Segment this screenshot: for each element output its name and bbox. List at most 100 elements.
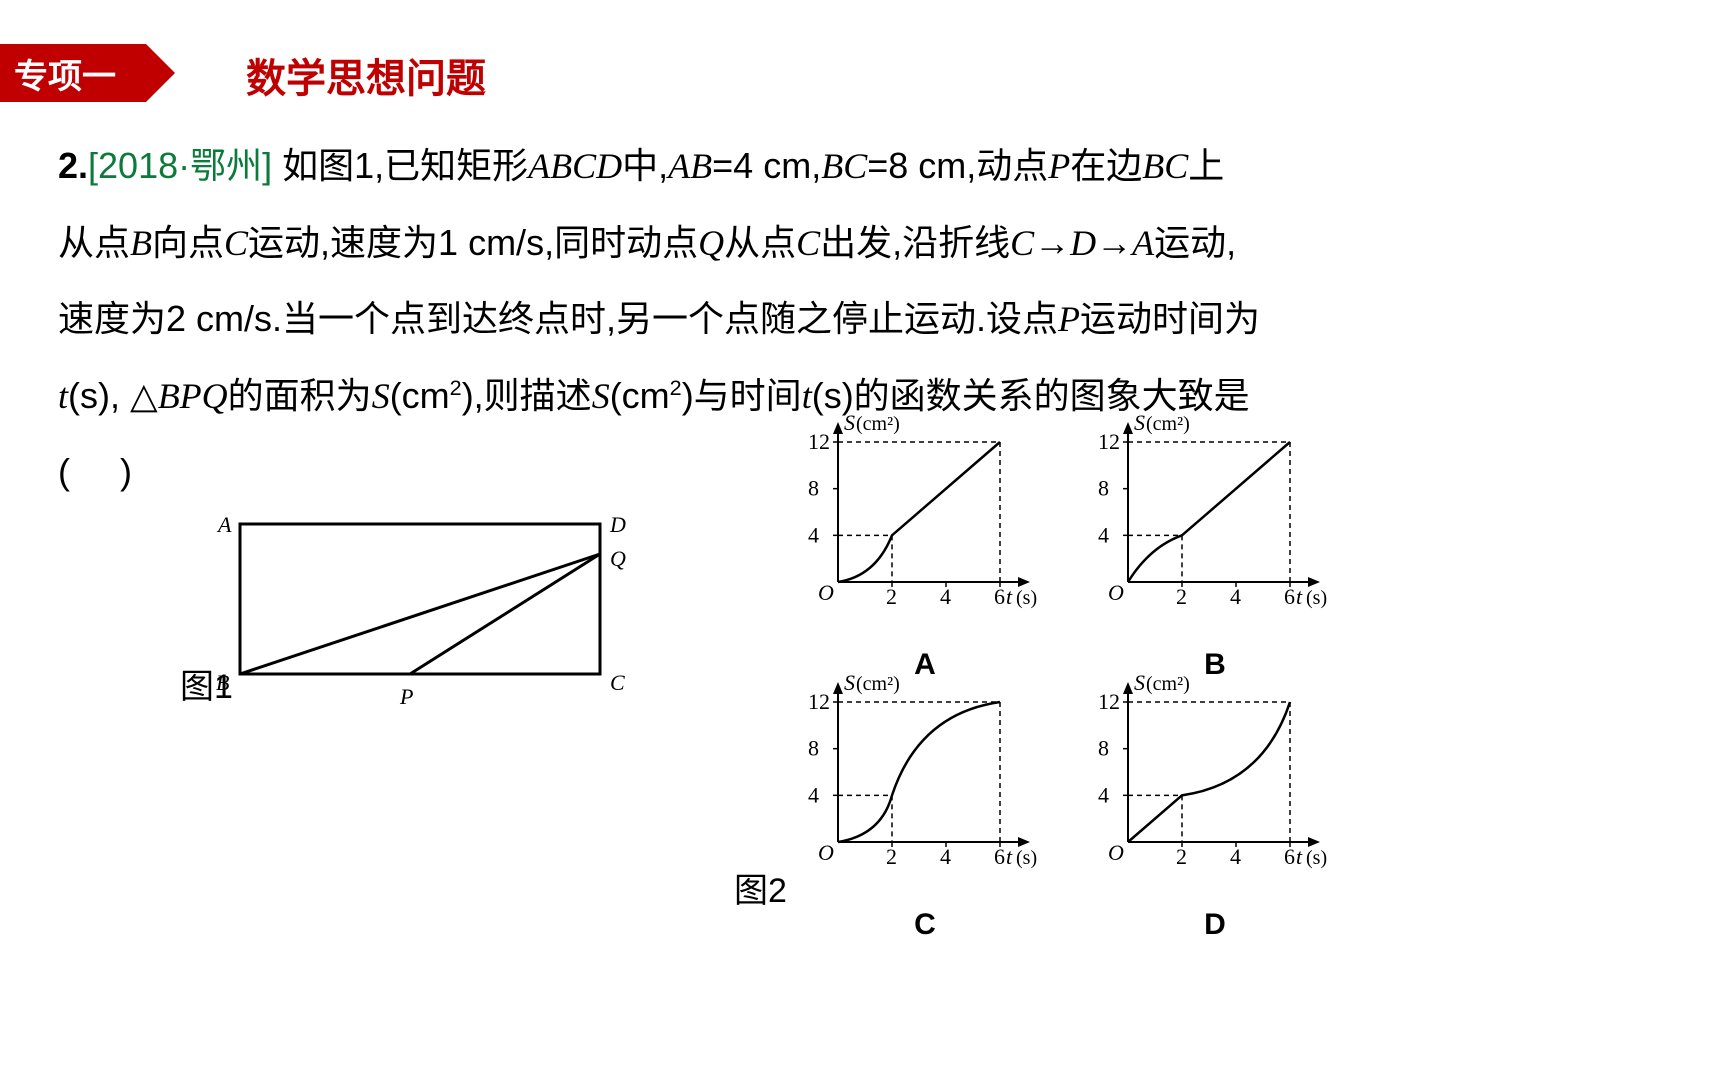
chart-D: S(cm²)t(s)O4812246D xyxy=(1080,672,1350,932)
chart-C: S(cm²)t(s)O4812246C xyxy=(790,672,1060,932)
svg-text:6: 6 xyxy=(994,584,1005,609)
label-A: A xyxy=(216,512,232,537)
label-Q: Q xyxy=(610,546,626,571)
t: (s), △ xyxy=(68,375,158,416)
svg-text:12: 12 xyxy=(808,689,830,714)
svg-text:O: O xyxy=(1108,580,1124,605)
chart-A: S(cm²)t(s)O4812246A xyxy=(790,412,1060,662)
section-tab: 专项一 xyxy=(0,44,146,102)
svg-text:8: 8 xyxy=(1098,736,1109,761)
t: 在边 xyxy=(1070,145,1142,186)
paren: ( xyxy=(58,451,70,492)
svg-text:t: t xyxy=(1006,844,1013,869)
c2: C xyxy=(796,223,820,263)
c: C xyxy=(224,223,248,263)
svg-text:S: S xyxy=(844,412,855,435)
p2: P xyxy=(1058,299,1080,339)
svg-text:(s): (s) xyxy=(1016,847,1037,869)
svg-text:(s): (s) xyxy=(1016,587,1037,609)
svg-text:12: 12 xyxy=(1098,689,1120,714)
svg-text:t: t xyxy=(1296,844,1303,869)
svg-text:4: 4 xyxy=(1230,844,1241,869)
svg-text:2: 2 xyxy=(886,584,897,609)
svg-text:4: 4 xyxy=(940,584,951,609)
source-tag: [2018·鄂州] xyxy=(88,145,272,186)
svg-text:S: S xyxy=(844,672,855,695)
s: S xyxy=(372,376,390,416)
abcd: ABCD xyxy=(528,146,622,186)
t: )与时间 xyxy=(682,375,802,416)
bc2: BC xyxy=(1142,146,1188,186)
q: Q xyxy=(698,223,724,263)
bpq: BPQ xyxy=(158,376,228,416)
tvar: t xyxy=(58,376,68,416)
svg-text:4: 4 xyxy=(1098,522,1109,547)
t: 上 xyxy=(1188,145,1224,186)
bc: BC xyxy=(821,146,867,186)
section-title: 数学思想问题 xyxy=(246,46,486,104)
s2: S xyxy=(592,376,610,416)
svg-text:2: 2 xyxy=(886,844,897,869)
label-P: P xyxy=(399,684,413,709)
figure-1: A D B C Q P 图1 xyxy=(180,504,650,714)
svg-text:O: O xyxy=(818,840,834,865)
b: B xyxy=(130,223,152,263)
figure-1-label: 图1 xyxy=(180,659,233,708)
t: 从点 xyxy=(58,222,130,263)
t: 速度为2 cm/s.当一个点到达终点时,另一个点随之停止运动.设点 xyxy=(58,298,1058,339)
t: 运动, xyxy=(1154,222,1236,263)
svg-text:8: 8 xyxy=(808,476,819,501)
label-C: C xyxy=(610,670,625,695)
t: 出发,沿折线 xyxy=(820,222,1010,263)
tvar2: t xyxy=(802,376,812,416)
t: (cm xyxy=(390,375,450,416)
svg-text:(cm²): (cm²) xyxy=(1146,673,1190,695)
paren: ) xyxy=(120,451,132,492)
svg-text:(cm²): (cm²) xyxy=(856,413,900,435)
t: 向点 xyxy=(152,222,224,263)
figure-2: 图2 S(cm²)t(s)O4812246A S(cm²)t(s)O481224… xyxy=(790,412,1350,932)
t: (s)的函数关系的图象大致是 xyxy=(812,375,1250,416)
svg-text:(s): (s) xyxy=(1306,847,1327,869)
t: ),则描述 xyxy=(462,375,592,416)
t: 中, xyxy=(622,145,668,186)
t: 运动,速度为1 cm/s,同时动点 xyxy=(248,222,698,263)
ab: AB xyxy=(668,146,712,186)
t: (cm xyxy=(610,375,670,416)
svg-text:8: 8 xyxy=(808,736,819,761)
svg-text:12: 12 xyxy=(1098,429,1120,454)
svg-text:8: 8 xyxy=(1098,476,1109,501)
svg-text:12: 12 xyxy=(808,429,830,454)
svg-text:t: t xyxy=(1006,584,1013,609)
svg-text:S: S xyxy=(1134,412,1145,435)
svg-text:S: S xyxy=(1134,672,1145,695)
question-number: 2. xyxy=(58,145,88,186)
svg-text:2: 2 xyxy=(1176,844,1187,869)
svg-text:4: 4 xyxy=(1098,782,1109,807)
svg-text:2: 2 xyxy=(1176,584,1187,609)
t: =8 cm,动点 xyxy=(867,145,1048,186)
svg-text:(cm²): (cm²) xyxy=(1146,413,1190,435)
t: 的面积为 xyxy=(228,375,372,416)
p: P xyxy=(1048,146,1070,186)
svg-text:6: 6 xyxy=(994,844,1005,869)
svg-text:4: 4 xyxy=(940,844,951,869)
t: 运动时间为 xyxy=(1080,298,1260,339)
label-D: D xyxy=(609,512,626,537)
svg-text:4: 4 xyxy=(808,782,819,807)
tab-label: 专项一 xyxy=(14,49,116,98)
svg-text:t: t xyxy=(1296,584,1303,609)
svg-text:6: 6 xyxy=(1284,844,1295,869)
chart-B: S(cm²)t(s)O4812246B xyxy=(1080,412,1350,662)
cda: C→D→A xyxy=(1010,223,1154,263)
svg-text:4: 4 xyxy=(1230,584,1241,609)
t: =4 cm, xyxy=(712,145,821,186)
svg-text:O: O xyxy=(818,580,834,605)
t: 如图1,已知矩形 xyxy=(272,145,528,186)
svg-text:4: 4 xyxy=(808,522,819,547)
svg-text:(cm²): (cm²) xyxy=(856,673,900,695)
figure-2-label: 图2 xyxy=(734,863,787,912)
svg-text:O: O xyxy=(1108,840,1124,865)
svg-text:(s): (s) xyxy=(1306,587,1327,609)
svg-text:6: 6 xyxy=(1284,584,1295,609)
